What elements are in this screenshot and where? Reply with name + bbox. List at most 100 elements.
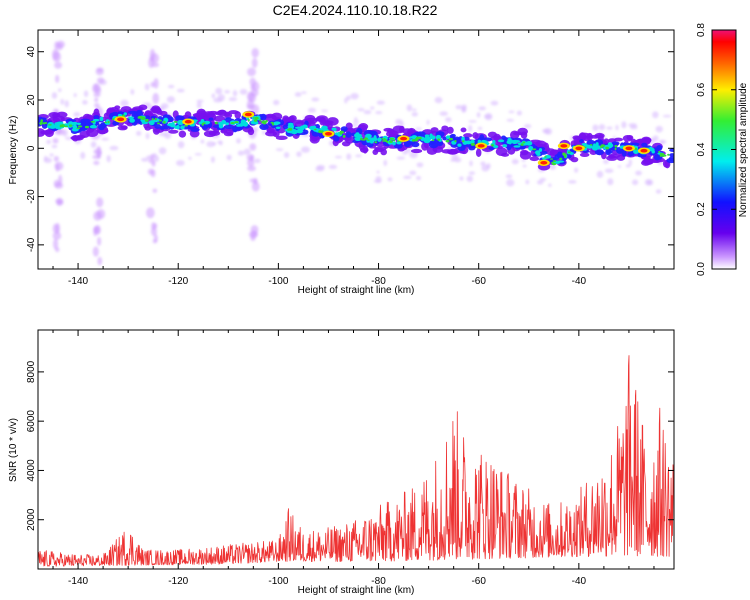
halo-blob — [64, 100, 69, 108]
ridge-blob — [388, 140, 393, 143]
ridge-blob — [513, 145, 521, 148]
ridge-blob — [355, 138, 361, 142]
halo-blob — [351, 123, 359, 127]
halo-blob — [275, 148, 284, 151]
ridge-blob — [445, 135, 451, 140]
ridge-blob — [441, 149, 453, 154]
halo-blob — [574, 167, 579, 173]
halo-blob — [296, 151, 302, 157]
ridge-blob — [272, 122, 275, 126]
ridge-blob — [232, 125, 238, 133]
stripe-blob — [152, 92, 160, 105]
ridge-blob — [446, 126, 454, 134]
ridge-blob — [247, 118, 250, 122]
ridge-blob — [454, 139, 457, 143]
halo-blob — [376, 170, 380, 174]
stripe-blob — [96, 197, 104, 208]
halo-blob — [200, 139, 205, 144]
hotspot-red — [117, 117, 125, 122]
halo-blob — [243, 148, 251, 156]
halo-blob — [375, 111, 383, 115]
halo-blob — [145, 132, 150, 140]
ridge-blob — [64, 125, 69, 128]
ridge-blob — [491, 144, 494, 147]
halo-blob — [321, 109, 329, 113]
ridge-blob — [380, 148, 387, 156]
halo-blob — [416, 162, 424, 168]
halo-blob — [403, 175, 412, 179]
halo-blob — [548, 183, 552, 188]
ridge-blob — [373, 135, 377, 141]
stripe-blob — [93, 160, 100, 165]
halo-blob — [607, 178, 614, 186]
ridge-blob — [359, 147, 369, 153]
halo-blob — [90, 141, 97, 148]
halo-blob — [283, 151, 290, 158]
x-tick-label: -80 — [371, 576, 386, 587]
ridge-blob — [595, 142, 599, 147]
halo-blob — [450, 158, 455, 162]
ridge-blob — [606, 155, 618, 161]
stripe-blob — [53, 155, 59, 162]
halo-blob — [411, 108, 417, 112]
ridge-blob — [437, 138, 441, 141]
halo-blob — [301, 146, 310, 153]
halo-blob — [615, 124, 619, 131]
ridge-blob — [175, 115, 185, 122]
stripe-blob — [93, 226, 98, 237]
stripe-blob — [55, 222, 61, 234]
ridge-blob — [214, 122, 218, 125]
halo-blob — [43, 157, 53, 164]
ridge-blob — [70, 135, 82, 141]
ridge-blob — [502, 144, 508, 148]
ridge-blob — [559, 157, 563, 161]
ridge-blob — [472, 132, 479, 139]
halo-blob — [357, 108, 365, 112]
halo-blob — [311, 97, 320, 102]
ridge-blob — [513, 131, 523, 136]
halo-blob — [353, 120, 360, 124]
halo-blob — [453, 157, 462, 163]
halo-blob — [506, 118, 515, 122]
ridge-blob — [252, 117, 256, 119]
ridge-blob — [412, 138, 415, 142]
ridge-blob — [76, 127, 81, 130]
ridge-blob — [579, 152, 590, 157]
stripe-blob — [93, 92, 101, 97]
halo-blob — [655, 189, 662, 194]
halo-blob — [239, 88, 248, 95]
x-tick-label: -100 — [268, 276, 288, 287]
halo-blob — [106, 155, 111, 163]
halo-blob — [409, 170, 417, 176]
colorbar-tick-label: 0.2 — [696, 202, 707, 216]
ridge-blob — [428, 141, 439, 149]
halo-blob — [177, 141, 185, 149]
spectrogram-ylabel: Frequency (Hz) — [8, 116, 19, 185]
ridge-blob — [234, 121, 239, 124]
ridge-blob — [535, 150, 540, 155]
halo-blob — [158, 147, 167, 155]
ridge-blob — [112, 120, 118, 125]
ridge-blob — [596, 145, 601, 149]
ridge-blob — [563, 155, 567, 159]
colorbar-tick-label: 0.0 — [696, 262, 707, 276]
halo-blob — [224, 90, 231, 94]
ridge-blob — [288, 127, 293, 131]
halo-blob — [363, 110, 372, 115]
spectrogram-ridge — [38, 104, 674, 171]
halo-blob — [506, 179, 515, 187]
ridge-blob — [111, 118, 115, 121]
halo-blob — [621, 121, 627, 129]
ridge-blob — [600, 145, 603, 148]
stripe-blob — [52, 231, 62, 240]
halo-blob — [466, 175, 474, 182]
ridge-blob — [333, 127, 337, 132]
snr-panel: -140 -120 -100 -80 -60 -40 2000 4000 6000 8000 He… — [8, 329, 675, 596]
y-tick-label: 4000 — [26, 459, 37, 482]
ridge-blob — [538, 148, 543, 152]
ridge-blob — [77, 125, 83, 128]
ridge-blob — [667, 153, 670, 156]
ridge-blob — [492, 140, 496, 144]
ridge-blob — [222, 120, 227, 124]
